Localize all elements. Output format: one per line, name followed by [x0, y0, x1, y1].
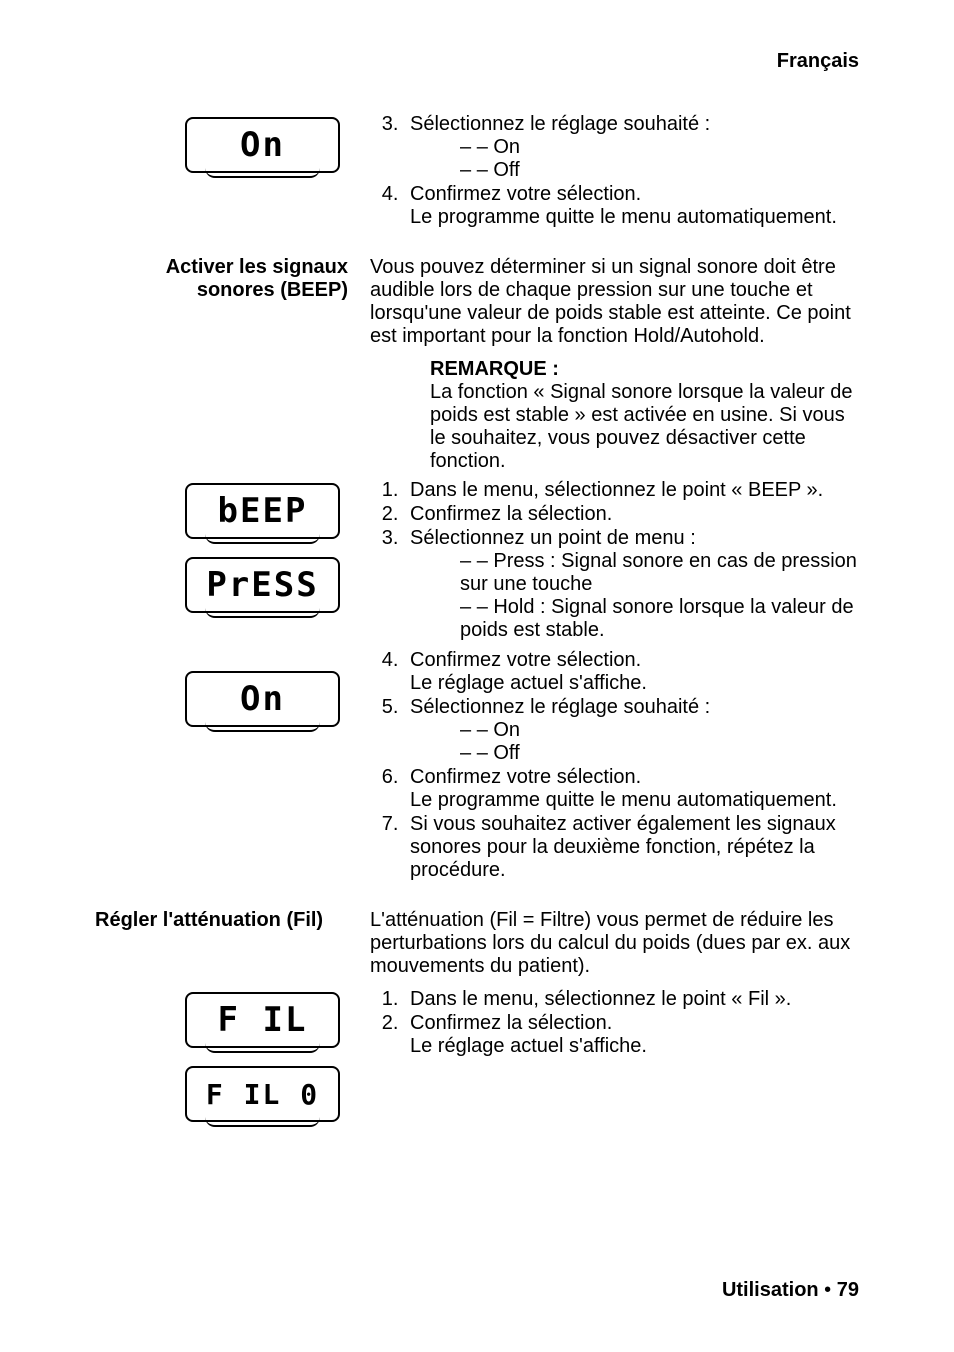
note-heading: REMARQUE : [430, 358, 859, 381]
lcd-text: On [240, 679, 285, 719]
section-fil: Régler l'atténuation (Fil) L'atténuation… [95, 909, 859, 1140]
sub-option-off: – Off [460, 159, 859, 182]
sub-option-hold: – Hold : Signal sonore lorsque la valeur… [460, 596, 859, 642]
lcd-text: On [240, 125, 285, 165]
lcd-text: F IL 0 [206, 1078, 319, 1111]
page-language-header: Français [95, 50, 859, 73]
lcd-display-press: PrESS [185, 557, 340, 613]
section-title-beep: Activer les signaux sonores (BEEP) [95, 256, 360, 302]
beep-step-2: Confirmez la sélection. [404, 503, 859, 526]
footer-section: Utilisation [722, 1279, 819, 1301]
sub-option-on: – On [460, 719, 859, 742]
sub-option-on: – On [460, 136, 859, 159]
sub-option-off: – Off [460, 742, 859, 765]
fil-steps-list: Dans le menu, sélectionnez le point « Fi… [370, 988, 859, 1058]
fil-step-2: Confirmez la sélection. Le réglage actue… [404, 1012, 859, 1058]
lcd-display-fil0: F IL 0 [185, 1066, 340, 1122]
footer-sep: • [819, 1279, 837, 1301]
lcd-display-beep: bEEP [185, 483, 340, 539]
beep-step-6: Confirmez votre sélection. Le programme … [404, 766, 859, 812]
lcd-display-on-2: On [185, 671, 340, 727]
lcd-text: bEEP [218, 491, 308, 531]
beep-steps-list-cont: Confirmez votre sélection. Le réglage ac… [370, 649, 859, 882]
section-title-fil: Régler l'atténuation (Fil) [95, 909, 360, 932]
beep-step-1: Dans le menu, sélectionnez le point « BE… [404, 479, 859, 502]
fil-intro: L'atténuation (Fil = Filtre) vous permet… [370, 909, 859, 978]
lcd-display-on: On [185, 117, 340, 173]
footer-page: 79 [837, 1279, 859, 1301]
section-continuation: On Sélectionnez le réglage souhaité : – … [95, 113, 859, 230]
page-footer: Utilisation • 79 [722, 1279, 859, 1302]
fil-step-1: Dans le menu, sélectionnez le point « Fi… [404, 988, 859, 1011]
lcd-display-fil: F IL [185, 992, 340, 1048]
step-3: Sélectionnez le réglage souhaité : – On … [404, 113, 859, 182]
lcd-text: PrESS [206, 565, 318, 605]
note-body: La fonction « Signal sonore lorsque la v… [430, 381, 859, 473]
sub-option-press: – Press : Signal sonore en cas de pressi… [460, 550, 859, 596]
beep-intro: Vous pouvez déterminer si un signal sono… [370, 256, 859, 348]
beep-step-3: Sélectionnez un point de menu : – Press … [404, 527, 859, 642]
beep-steps-list: Dans le menu, sélectionnez le point « BE… [370, 479, 859, 642]
section-beep: Activer les signaux sonores (BEEP) Vous … [95, 256, 859, 883]
steps-list: Sélectionnez le réglage souhaité : – On … [370, 113, 859, 229]
beep-step-7: Si vous souhaitez activer également les … [404, 813, 859, 882]
lcd-text: F IL [218, 1000, 308, 1040]
beep-step-5: Sélectionnez le réglage souhaité : – On … [404, 696, 859, 765]
beep-step-4: Confirmez votre sélection. Le réglage ac… [404, 649, 859, 695]
step-4: Confirmez votre sélection. Le programme … [404, 183, 859, 229]
